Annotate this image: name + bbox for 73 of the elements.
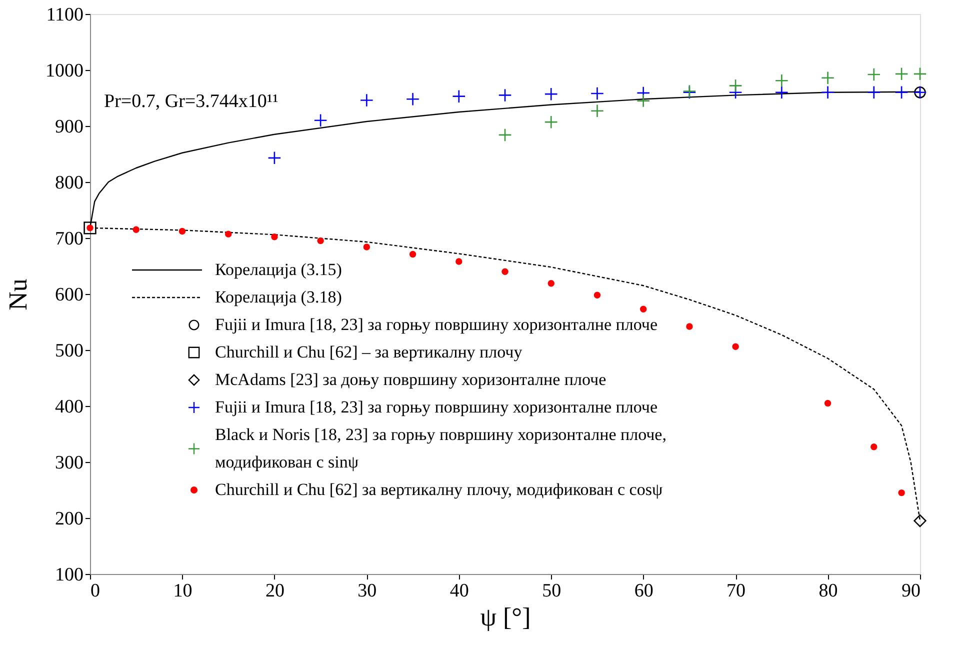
- y-axis-title: Nu: [4, 278, 32, 310]
- point: [548, 280, 554, 287]
- point: [594, 292, 601, 298]
- legend-label: Churchill и Chu [62] за вертикалну плочу, модификован с cosψ: [215, 480, 663, 499]
- point: [824, 400, 832, 407]
- point: [590, 86, 604, 100]
- point: [728, 78, 742, 92]
- y-tick-label: 600: [55, 284, 84, 306]
- x-tick-label: 50: [542, 580, 562, 602]
- point: [821, 71, 835, 85]
- x-tick-label: 10: [173, 580, 192, 602]
- y-tick-label: 1000: [46, 60, 84, 82]
- legend-label: Fujii и Imura [18, 23] за горњу површину хоризонталне плоче: [215, 315, 658, 334]
- point: [498, 128, 512, 142]
- point: [898, 489, 905, 496]
- point: [636, 94, 650, 108]
- y-tick-label: 900: [55, 116, 84, 138]
- legend-label: Fujii и Imura [18, 23] за горњу површину хоризонталне плоче: [215, 398, 658, 416]
- point: [544, 87, 558, 101]
- y-tick-label: 300: [55, 452, 84, 474]
- point: [913, 67, 927, 81]
- legend-label: Корелација (3.15): [215, 260, 342, 279]
- x-tick-label: 30: [358, 580, 377, 602]
- x-tick-label: 60: [634, 580, 654, 602]
- point: [894, 67, 908, 81]
- point: [774, 86, 788, 100]
- point: [268, 151, 282, 165]
- point: [774, 74, 788, 88]
- x-tick-label: 70: [726, 580, 746, 602]
- point: [867, 68, 881, 82]
- legend-label: Black и Noris [18, 23] за горњу површину хоризонталне плоче, модификован с sinψ: [215, 425, 666, 472]
- point: [640, 306, 647, 312]
- point: [224, 230, 232, 238]
- annotation: Pr=0.7, Gr=3.744x10¹¹: [104, 91, 279, 112]
- point: [502, 268, 508, 275]
- point: [360, 93, 374, 108]
- point: [409, 250, 416, 258]
- legend-label: McAdams [23] за доњу површину хоризонталне плоче: [215, 370, 606, 389]
- legend-label: Корелација (3.18): [215, 288, 342, 306]
- point: [914, 514, 926, 528]
- point: [406, 92, 420, 106]
- y-tick-label: 500: [55, 340, 84, 362]
- x-axis-title: ψ [°]: [480, 602, 531, 632]
- point: [894, 86, 908, 100]
- point: [271, 234, 278, 240]
- point: [867, 86, 881, 100]
- point: [590, 104, 604, 118]
- x-tick-label: 20: [265, 580, 284, 602]
- y-tick-label: 100: [55, 564, 84, 586]
- point: [452, 90, 466, 104]
- point: [544, 115, 558, 129]
- point: [317, 237, 324, 244]
- point: [870, 444, 878, 450]
- point: [84, 222, 96, 234]
- point: [456, 258, 462, 265]
- y-tick-label: 200: [55, 508, 84, 530]
- x-tick-label: 40: [450, 580, 469, 602]
- point: [732, 343, 739, 350]
- point: [314, 114, 328, 128]
- point: [686, 323, 693, 330]
- y-tick-label: 400: [55, 396, 84, 418]
- point: [178, 228, 186, 235]
- point: [821, 86, 835, 100]
- legend-label: Churchill и Chu [62] – за вертикалну плочу: [215, 342, 523, 362]
- y-tick-label: 800: [55, 172, 84, 194]
- y-tick-label: 700: [55, 228, 84, 250]
- point: [498, 88, 512, 102]
- x-tick-label: 0: [90, 580, 100, 602]
- y-tick-label: 1100: [46, 4, 84, 26]
- point: [363, 244, 370, 250]
- x-tick-label: 80: [818, 580, 838, 602]
- x-tick-label: 90: [902, 580, 920, 602]
- point: [132, 226, 140, 233]
